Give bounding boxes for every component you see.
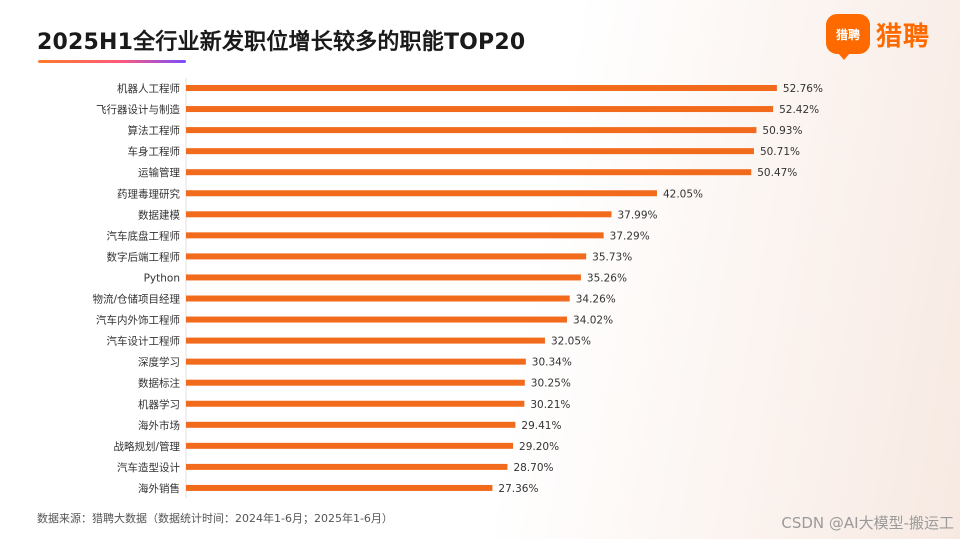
- category-label: 药理毒理研究: [117, 187, 180, 200]
- bar: [186, 421, 516, 428]
- category-label: 汽车底盘工程师: [107, 229, 181, 242]
- value-label: 29.20%: [519, 441, 559, 453]
- data-source-note: 数据来源：猎聘大数据（数据统计时间：2024年1-6月；2025年1-6月）: [37, 512, 393, 525]
- category-label: 深度学习: [138, 356, 180, 369]
- category-label: 汽车造型设计: [117, 461, 180, 474]
- value-label: 50.71%: [760, 146, 800, 158]
- value-label: 37.99%: [617, 209, 657, 221]
- bar: [186, 106, 774, 113]
- bar: [186, 190, 657, 197]
- chart-title: 2025H1全行业新发职位增长较多的职能TOP20: [37, 30, 526, 55]
- category-label: 海外销售: [138, 482, 180, 495]
- bar: [186, 85, 777, 91]
- bar: [186, 169, 752, 176]
- category-label: 海外市场: [138, 419, 180, 432]
- bar: [186, 400, 525, 407]
- bar: [186, 358, 526, 365]
- bar: [186, 463, 508, 470]
- category-label: 汽车设计工程师: [107, 335, 181, 348]
- value-label: 52.42%: [779, 104, 819, 116]
- value-label: 34.02%: [573, 315, 613, 327]
- value-label: 37.29%: [610, 230, 650, 242]
- value-label: 42.05%: [663, 188, 703, 200]
- title-underline: [38, 60, 186, 63]
- bar: [186, 316, 568, 323]
- bar: [186, 484, 493, 491]
- category-label: 车身工程师: [128, 145, 181, 158]
- bar: [186, 337, 545, 344]
- category-label: 机器学习: [138, 398, 180, 411]
- value-label: 34.26%: [576, 294, 616, 306]
- bar: [186, 274, 581, 281]
- category-label: 战略规划/管理: [113, 440, 180, 453]
- value-label: 32.05%: [551, 336, 591, 348]
- category-label: 数据建模: [138, 208, 180, 221]
- value-label: 30.34%: [532, 357, 572, 369]
- liepin-logo: 猎聘 猎聘: [825, 14, 930, 60]
- category-label: 运输管理: [138, 166, 180, 179]
- bar: [186, 148, 754, 155]
- value-label: 35.26%: [587, 272, 627, 284]
- value-label: 29.41%: [521, 420, 561, 432]
- bar: [186, 232, 604, 239]
- category-label: 物流/仓储项目经理: [92, 293, 180, 306]
- category-label: 机器人工程师: [117, 82, 180, 95]
- bar: [186, 295, 570, 302]
- category-label: 汽车内外饰工程师: [96, 314, 180, 327]
- watermark: CSDN @AI大模型-搬运工: [781, 514, 954, 532]
- category-label: 算法工程师: [128, 124, 181, 137]
- value-label: 50.47%: [757, 167, 797, 179]
- value-label: 50.93%: [762, 125, 802, 137]
- value-label: 30.21%: [530, 399, 570, 411]
- value-label: 27.36%: [498, 483, 538, 495]
- category-label: Python: [144, 272, 180, 284]
- value-label: 30.25%: [531, 378, 571, 390]
- logo-text: 猎聘: [875, 21, 930, 52]
- bar: [186, 442, 514, 449]
- bar: [186, 253, 587, 260]
- bar: [186, 127, 757, 134]
- bar: [186, 379, 525, 386]
- value-label: 35.73%: [592, 251, 632, 263]
- value-label: 52.76%: [783, 83, 823, 95]
- category-label: 数字后端工程师: [107, 250, 181, 263]
- logo-badge: 猎聘: [825, 14, 870, 60]
- category-label: 数据标注: [138, 377, 180, 390]
- value-label: 28.70%: [513, 462, 553, 474]
- bar: [186, 211, 612, 218]
- category-label: 飞行器设计与制造: [96, 103, 180, 116]
